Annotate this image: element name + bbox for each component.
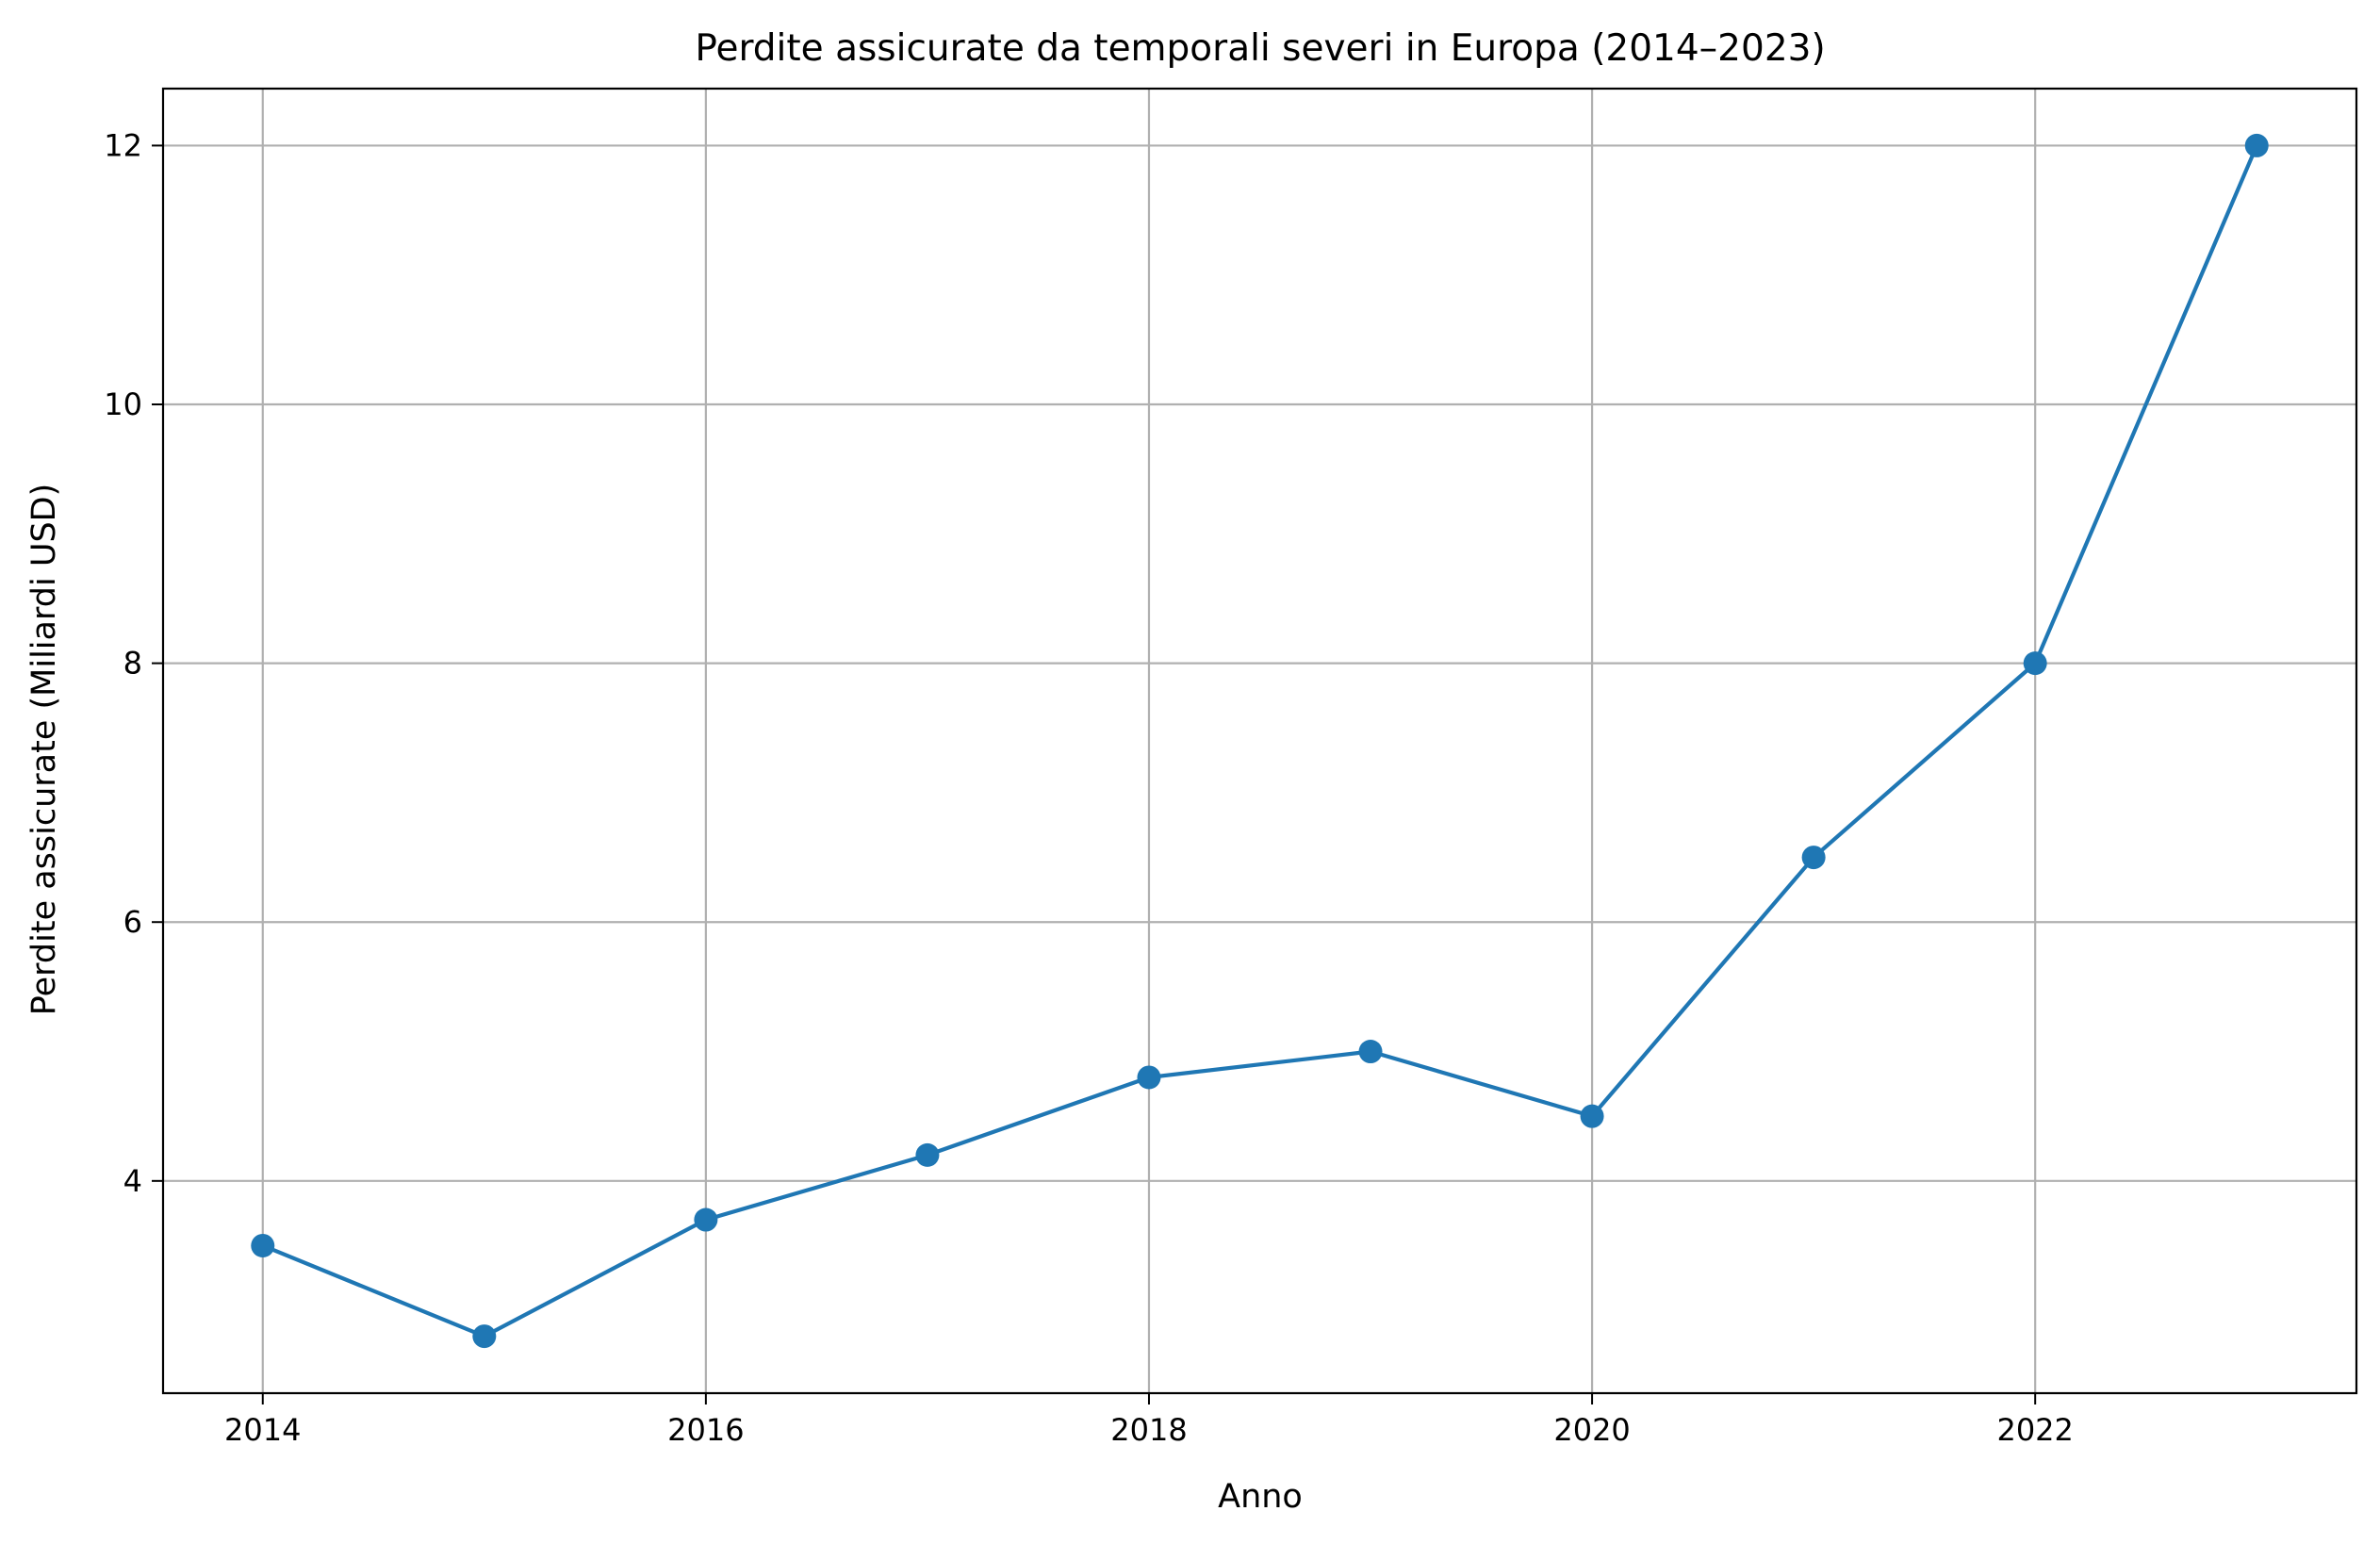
data-point [1137,1065,1161,1090]
axis-ticks: 2014 2016 2018 2020 2022 4 6 8 10 12 [104,127,2074,1448]
series-layer [251,133,2269,1349]
data-point [2244,133,2269,157]
y-tick-label: 10 [104,386,142,422]
data-point [1801,846,1826,870]
x-tick-label: 2022 [1996,1412,2073,1448]
data-point [251,1233,275,1257]
y-tick-label: 6 [123,904,142,940]
y-tick-label: 4 [123,1163,142,1199]
x-tick-label: 2014 [224,1412,301,1448]
y-tick-label: 8 [123,646,142,682]
x-tick-label: 2016 [667,1412,744,1448]
data-point [1358,1040,1383,1064]
data-point [472,1324,497,1349]
plot-frame [161,87,2358,1395]
data-point [1580,1104,1604,1128]
y-axis-label: Perdite assicurate (Miliardi USD) [25,484,63,1016]
y-tick-label: 12 [104,127,142,163]
data-point [694,1207,718,1232]
x-tick-label: 2018 [1110,1412,1187,1448]
x-axis-label: Anno [1218,1478,1303,1516]
chart-title: Perdite assicurate da temporali severi i… [695,27,1825,70]
data-point [2023,651,2047,676]
series-line [261,144,2259,1339]
grid-lines [163,89,2356,1393]
x-tick-label: 2020 [1553,1412,1630,1448]
data-point [915,1142,940,1167]
